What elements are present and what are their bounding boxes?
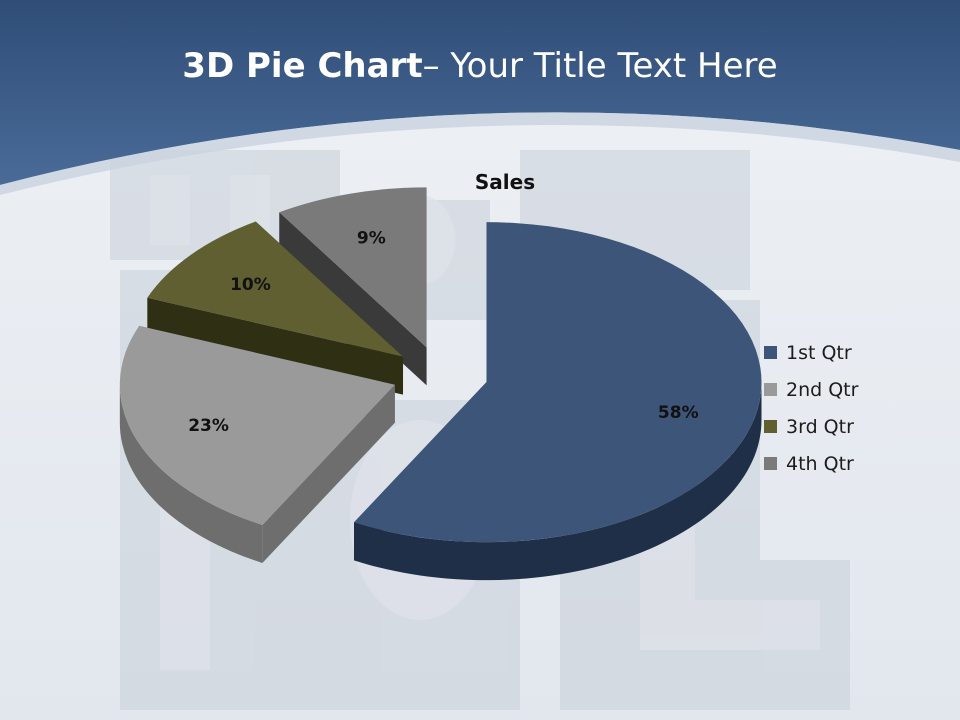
- header-arc-highlight: [0, 112, 960, 195]
- legend-item-1st-qtr: 1st Qtr: [764, 334, 858, 371]
- pie-slice-wall-2nd-qtr: [119, 384, 263, 563]
- header-band: [0, 0, 960, 185]
- legend-item-4th-qtr: 4th Qtr: [764, 445, 858, 482]
- legend-label: 1st Qtr: [786, 341, 852, 364]
- pie-slice-3rd-qtr: [147, 221, 404, 395]
- chart-legend: 1st Qtr 2nd Qtr 3rd Qtr 4th Qtr: [764, 334, 858, 482]
- data-label-4th-qtr: 9%: [357, 229, 386, 249]
- data-label-1st-qtr: 58%: [658, 403, 699, 423]
- legend-label: 2nd Qtr: [786, 378, 859, 401]
- pie-slice-top-2nd-qtr: [119, 325, 395, 525]
- pie-slice-wall-1st-qtr: [354, 382, 762, 581]
- slide-title-rest: – Your Title Text Here: [422, 46, 778, 86]
- legend-item-2nd-qtr: 2nd Qtr: [764, 371, 858, 408]
- pie-slice-top-3rd-qtr: [147, 221, 404, 357]
- legend-swatch: [764, 420, 777, 433]
- pie-slice-side-2nd-qtr: [262, 384, 395, 563]
- data-label-3rd-qtr: 10%: [230, 275, 271, 295]
- legend-item-3rd-qtr: 3rd Qtr: [764, 408, 858, 445]
- chart-title: Sales: [475, 170, 535, 194]
- data-label-2nd-qtr: 23%: [188, 416, 229, 436]
- slide-title: 3D Pie Chart– Your Title Text Here: [0, 46, 960, 86]
- legend-swatch: [764, 346, 777, 359]
- pie-slice-side-4th-qtr: [279, 212, 427, 386]
- legend-swatch: [764, 457, 777, 470]
- pie-slice-side-3rd-qtr: [147, 297, 404, 395]
- slide-title-bold: 3D Pie Chart: [182, 46, 423, 86]
- pie-slice-top-4th-qtr: [279, 187, 427, 348]
- pie-slice-4th-qtr: [279, 187, 427, 386]
- legend-label: 3rd Qtr: [786, 415, 854, 438]
- legend-swatch: [764, 383, 777, 396]
- pie-slice-top-1st-qtr: [354, 222, 762, 543]
- pie-slice-2nd-qtr: [119, 325, 395, 563]
- legend-label: 4th Qtr: [786, 452, 854, 475]
- pie-slice-1st-qtr: [354, 222, 762, 581]
